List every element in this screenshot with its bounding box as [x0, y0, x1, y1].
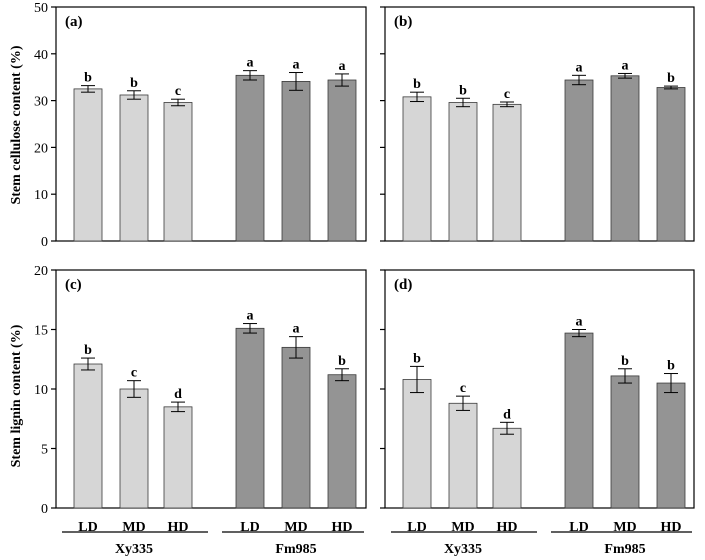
y-tick-label: 10 — [34, 188, 48, 203]
bar-Fm985-HD — [656, 87, 686, 242]
x-tick-label: LD — [569, 520, 588, 535]
plot-frame — [384, 6, 695, 242]
bar-Fm985-MD — [610, 375, 640, 509]
chart-panel-2: (b) b b c a a b — [380, 6, 695, 242]
y-tick-label: 30 — [34, 95, 48, 110]
y-tick-label: 20 — [34, 141, 48, 156]
x-tick-label: MD — [122, 520, 145, 535]
bar-Xy335-HD — [492, 103, 522, 242]
significance-letter: a — [576, 315, 583, 330]
significance-letter: b — [84, 343, 92, 358]
group-label: Fm985 — [604, 542, 645, 557]
bar-Fm985-MD — [281, 81, 311, 242]
significance-letter: a — [293, 322, 300, 337]
y-tick-label: 15 — [34, 324, 48, 339]
significance-letter: b — [621, 354, 629, 369]
significance-letter: b — [130, 76, 138, 91]
x-tick-label: LD — [407, 520, 426, 535]
bar-Fm985-LD — [235, 74, 265, 242]
bar-Xy335-LD — [402, 96, 432, 242]
chart-panel-1: 0 10 20 30 40 50 (a) b b c a a a — [34, 1, 367, 250]
significance-letter: b — [413, 77, 421, 92]
bar-Fm985-LD — [564, 79, 594, 242]
bar-Xy335-HD — [163, 406, 193, 509]
bar-Xy335-LD — [402, 379, 432, 509]
y-tick-label: 5 — [41, 443, 48, 458]
significance-letter: a — [247, 309, 254, 324]
chart-panel-4: (d) b LD c MD d HD a LD b MD b HD Xy335 Fm985 — [380, 269, 695, 557]
x-tick-label: MD — [613, 520, 636, 535]
bar-Xy335-MD — [119, 94, 149, 242]
x-tick-label: LD — [240, 520, 259, 535]
significance-letter: a — [576, 60, 583, 75]
x-tick-label: HD — [497, 520, 518, 535]
x-tick-label: HD — [168, 520, 189, 535]
group-label: Xy335 — [444, 542, 482, 557]
bar-Fm985-MD — [281, 346, 311, 509]
significance-letter: b — [459, 83, 467, 98]
group-label: Fm985 — [275, 542, 316, 557]
bar-Xy335-HD — [492, 427, 522, 509]
bar-Fm985-LD — [564, 332, 594, 509]
significance-letter: d — [174, 387, 182, 402]
significance-letter: c — [131, 366, 137, 381]
x-tick-label: HD — [661, 520, 682, 535]
chart-panel-3: 0 5 10 15 20 (c) b LD c MD d HD a LD a MD b HD Xy335 Fm985 — [34, 264, 367, 557]
bar-Fm985-LD — [235, 327, 265, 509]
bar-Xy335-LD — [73, 88, 103, 242]
panel-label: (b) — [394, 14, 412, 30]
y-tick-label: 0 — [41, 502, 48, 517]
panel-label: (c) — [65, 277, 82, 293]
significance-letter: a — [339, 59, 346, 74]
x-tick-label: MD — [284, 520, 307, 535]
significance-letter: d — [503, 407, 511, 422]
bar-Xy335-LD — [73, 363, 103, 509]
significance-letter: c — [504, 87, 510, 102]
x-tick-label: MD — [451, 520, 474, 535]
x-tick-label: LD — [78, 520, 97, 535]
bar-Fm985-MD — [610, 75, 640, 242]
bar-Xy335-MD — [119, 388, 149, 509]
y-tick-label: 50 — [34, 1, 48, 16]
y-axis-label-cellulose: Stem cellulose content (%) — [9, 45, 24, 204]
y-axis-label-lignin: Stem lignin content (%) — [9, 324, 24, 467]
bar-Fm985-HD — [327, 79, 357, 242]
bar-Xy335-MD — [448, 402, 478, 509]
panels: 0 10 20 30 40 50 (a) b b c a a a (b) b b c a a b 0 5 10 15 20 (c)… — [34, 1, 695, 557]
y-tick-label: 0 — [41, 235, 48, 250]
y-tick-label: 10 — [34, 383, 48, 398]
group-label: Xy335 — [115, 542, 153, 557]
significance-letter: b — [84, 71, 92, 86]
significance-letter: a — [247, 56, 254, 71]
panel-label: (d) — [394, 277, 412, 293]
significance-letter: b — [667, 359, 675, 374]
significance-letter: b — [413, 351, 421, 366]
bar-Xy335-HD — [163, 102, 193, 242]
significance-letter: a — [293, 58, 300, 73]
x-tick-label: HD — [332, 520, 353, 535]
panel-label: (a) — [65, 14, 83, 30]
plot-frame — [55, 6, 367, 242]
significance-letter: c — [175, 84, 181, 99]
y-tick-label: 40 — [34, 48, 48, 63]
bar-Fm985-HD — [327, 374, 357, 509]
y-tick-label: 20 — [34, 264, 48, 279]
significance-letter: b — [338, 354, 346, 369]
bar-Fm985-HD — [656, 382, 686, 509]
significance-letter: a — [622, 58, 629, 73]
plot-frame — [55, 269, 367, 509]
significance-letter: c — [460, 381, 466, 396]
significance-letter: b — [667, 71, 675, 86]
bar-Xy335-MD — [448, 102, 478, 242]
